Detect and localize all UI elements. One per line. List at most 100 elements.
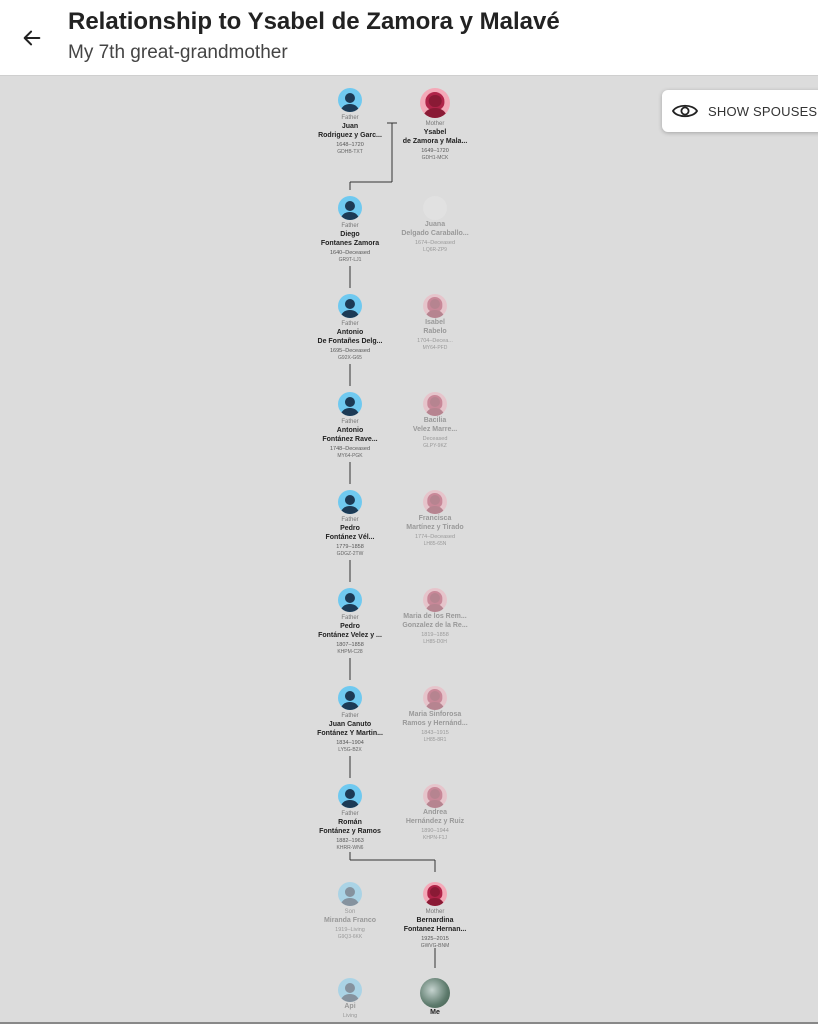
female-avatar-icon	[423, 784, 447, 808]
relationship-tree: Father Juan Rodriguez y Garc... 1648–1720 GD…	[0, 76, 818, 1024]
person-last-name: Martínez y Tirado	[406, 524, 464, 531]
person-card[interactable]: Father Román Fontánez y Ramos 1882–1963 KHRR…	[295, 784, 405, 852]
person-id: LH85-D0H	[423, 639, 447, 645]
person-last-name: Velez Marre...	[412, 426, 458, 433]
person-last-name: Fontánez y Ramos	[319, 828, 381, 835]
person-card[interactable]: Father Antonio De Fontañes Delg... 1695–Dec…	[295, 294, 405, 362]
person-card[interactable]: Api Living	[295, 978, 405, 1020]
person-dates: 1925–2015	[421, 936, 449, 942]
person-id: GWVG-BNM	[420, 943, 450, 949]
person-last-name: Fontánez Rave...	[322, 436, 378, 443]
person-card[interactable]: Father Pedro Fontánez Velez y ... 1807–1858…	[295, 588, 405, 656]
person-id: GR9T-LJ1	[338, 257, 362, 263]
profile-photo	[420, 978, 450, 1008]
person-relation: Father	[341, 615, 359, 621]
person-relation: Father	[341, 713, 359, 719]
person-card[interactable]: Juana Delgado Caraballo... 1674–Deceased LQ…	[380, 196, 490, 254]
person-first-name: Bacilia	[423, 417, 447, 424]
person-card[interactable]: Father Pedro Fontánez Vél... 1779–1858 GDGZ-…	[295, 490, 405, 558]
back-button[interactable]	[16, 22, 48, 54]
person-card[interactable]: Father Juan Rodriguez y Garc... 1648–1720 GD…	[295, 88, 405, 156]
person-card[interactable]: Maria de los Rem... Gonzalez de la Re... 1…	[380, 588, 490, 646]
person-relation: Father	[341, 115, 359, 121]
person-last-name: Hernández y Ruiz	[405, 818, 465, 825]
person-last-name: Ramos y Hernánd...	[402, 720, 468, 727]
person-dates: 1704–Decea...	[417, 338, 453, 344]
male-avatar-icon	[338, 978, 362, 1002]
person-card[interactable]: Bacilia Velez Marre... Deceased GLPY-9KZ	[380, 392, 490, 450]
person-dates: 1748–Deceased	[329, 446, 371, 452]
person-card[interactable]: Father Juan Canuto Fontánez Y Martin... 183…	[295, 686, 405, 754]
male-avatar-icon	[338, 686, 362, 710]
person-card[interactable]: Maria Sinforosa Ramos y Hernánd... 1843–19…	[380, 686, 490, 744]
person-last-name: Fontánez Vél...	[325, 534, 375, 541]
person-dates: 1649–1720	[421, 148, 449, 154]
person-dates: 1779–1858	[336, 544, 364, 550]
person-card[interactable]: Mother Bernardina Fontanez Hernan... 1925–2…	[380, 882, 490, 950]
person-dates: 1695–Deceased	[329, 348, 371, 354]
person-last-name: Fontanez Hernan...	[403, 926, 467, 933]
person-first-name: Juan Canuto	[328, 721, 372, 728]
page-title: Relationship to Ysabel de Zamora y Malav…	[68, 8, 560, 35]
person-id: KHPN-F1J	[423, 835, 447, 841]
person-last-name: Fontanes Zamora	[320, 240, 380, 247]
person-first-name: Miranda Franco	[323, 917, 377, 924]
person-first-name: Antonio	[336, 329, 364, 336]
person-first-name: Pedro	[340, 525, 360, 532]
person-dates: 1640–Deceased	[329, 250, 371, 256]
person-card[interactable]: Francisca Martínez y Tirado 1774–Deceased L…	[380, 490, 490, 548]
person-first-name: Pedro	[340, 623, 360, 630]
person-first-name: Antonio	[336, 427, 364, 434]
show-spouses-button[interactable]: SHOW SPOUSES	[662, 90, 818, 132]
person-last-name: Rodriguez y Garc...	[318, 132, 382, 139]
person-relation: Father	[341, 223, 359, 229]
male-avatar-icon	[338, 196, 362, 220]
unknown-avatar-icon	[423, 196, 447, 220]
person-first-name: Román	[338, 819, 362, 826]
person-dates: 1834–1904	[336, 740, 364, 746]
female-avatar-icon	[423, 490, 447, 514]
person-card[interactable]: Mother Ysabel de Zamora y Mala... 1649–1720…	[380, 88, 490, 162]
person-card[interactable]: Father Antonio Fontánez Rave... 1748–Deceas…	[295, 392, 405, 460]
person-first-name: Bernardina	[416, 917, 454, 924]
person-relation: Son	[344, 909, 356, 915]
person-first-name: Andrea	[422, 809, 448, 816]
person-id: LH85-65N	[423, 541, 447, 547]
person-last-name: Fontánez Y Martin...	[317, 730, 383, 737]
male-avatar-icon	[338, 294, 362, 318]
person-dates: 1843–1915	[421, 730, 449, 736]
female-avatar-icon	[423, 588, 447, 612]
person-id: G9Q3-6KK	[337, 934, 363, 940]
person-card[interactable]: Isabel Rabelo 1704–Decea... MY64-PFD	[380, 294, 490, 352]
person-first-name: Maria de los Rem...	[403, 613, 467, 620]
male-avatar-icon	[338, 784, 362, 808]
female-avatar-icon	[420, 88, 450, 118]
person-card[interactable]: Father Diego Fontanes Zamora 1640–Deceased G…	[295, 196, 405, 264]
person-dates: 1648–1720	[336, 142, 364, 148]
male-avatar-icon	[338, 490, 362, 514]
person-first-name: Francisca	[418, 515, 452, 522]
person-dates: 1819–1858	[421, 632, 449, 638]
male-avatar-icon	[338, 882, 362, 906]
person-dates: 1807–1858	[336, 642, 364, 648]
person-first-name: Diego	[340, 231, 360, 238]
connector-lines	[349, 122, 436, 968]
person-card[interactable]: Me	[380, 978, 490, 1017]
person-first-name: Juana	[424, 221, 446, 228]
app-header: Relationship to Ysabel de Zamora y Malav…	[0, 0, 818, 76]
person-card[interactable]: Son Miranda Franco 1919–Living G9Q3-6KK	[295, 882, 405, 941]
eye-icon	[672, 104, 698, 118]
person-last-name: de Zamora y Mala...	[402, 138, 468, 145]
person-relation: Father	[341, 517, 359, 523]
show-spouses-label: SHOW SPOUSES	[708, 103, 818, 119]
female-avatar-icon	[423, 392, 447, 416]
person-id: LY5G-B2X	[338, 747, 362, 753]
person-card[interactable]: Andrea Hernández y Ruiz 1890–1944 KHPN-F1J	[380, 784, 490, 842]
female-avatar-icon	[423, 882, 447, 906]
relationship-subtitle: My 7th great-grandmother	[68, 42, 288, 63]
female-avatar-icon	[423, 686, 447, 710]
person-last-name: Fontánez Velez y ...	[318, 632, 382, 639]
person-relation: Father	[341, 811, 359, 817]
person-last-name: De Fontañes Delg...	[317, 338, 383, 345]
person-relation: Mother	[425, 121, 445, 127]
